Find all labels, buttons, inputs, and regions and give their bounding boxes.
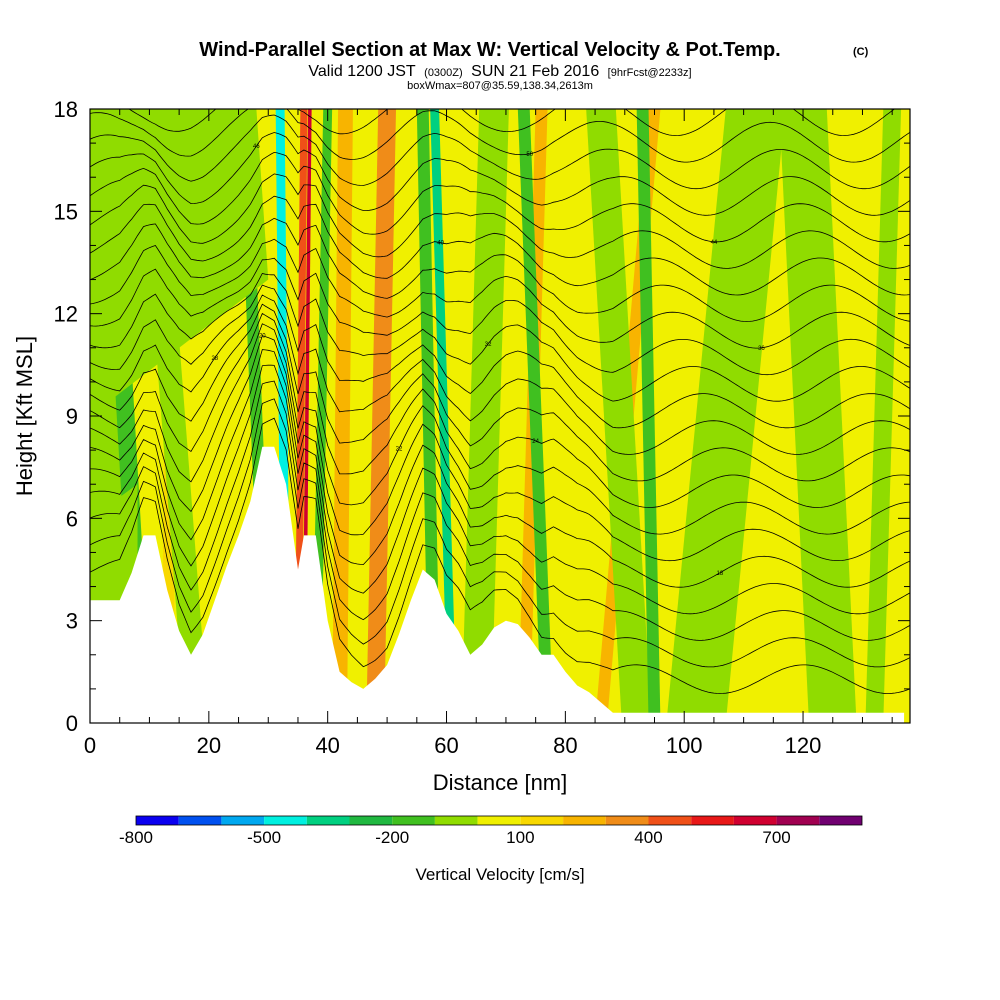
colorbar-swatch bbox=[520, 816, 564, 825]
y-tick-label: 3 bbox=[66, 609, 78, 634]
contour-line bbox=[90, 380, 910, 641]
y-tick-label: 0 bbox=[66, 711, 78, 736]
colorbar-swatch bbox=[306, 816, 350, 825]
velocity-band bbox=[366, 109, 397, 723]
y-tick-label: 18 bbox=[54, 97, 78, 122]
contour-line bbox=[90, 323, 910, 535]
colorbar: -800 -500 -200 100 400 700 bbox=[119, 815, 863, 847]
contour-label: 40 bbox=[437, 241, 444, 247]
contour-label: 32 bbox=[485, 342, 492, 348]
colorbar-swatch bbox=[136, 816, 179, 825]
subtitle-utc: (0300Z) bbox=[424, 67, 463, 79]
velocity-band bbox=[666, 109, 786, 723]
contour-line bbox=[90, 398, 910, 668]
y-tick-label: 12 bbox=[54, 302, 78, 327]
contour-line bbox=[90, 364, 910, 615]
colorbar-swatch bbox=[691, 816, 734, 825]
contour-label: 36 bbox=[758, 346, 765, 352]
contour-line bbox=[90, 257, 910, 376]
contour-label: 44 bbox=[711, 240, 718, 246]
velocity-band bbox=[416, 109, 441, 723]
contour-label: 22 bbox=[396, 447, 403, 453]
contour-line bbox=[90, 335, 910, 562]
x-tick-label: 0 bbox=[84, 733, 96, 758]
colorbar-swatch bbox=[178, 816, 222, 825]
colorbar-swatch bbox=[221, 816, 265, 825]
y-tick-label: 15 bbox=[54, 199, 78, 224]
contour-line bbox=[90, 114, 910, 190]
contour-line bbox=[90, 195, 910, 296]
colorbar-swatch bbox=[776, 816, 820, 825]
x-tick-label: 100 bbox=[666, 733, 703, 758]
contour-line bbox=[90, 132, 910, 216]
contour-line bbox=[128, 109, 896, 137]
copyright-mark: (C) bbox=[853, 46, 869, 58]
contour-line bbox=[90, 284, 910, 429]
colorbar-tick-label: 100 bbox=[506, 828, 534, 847]
velocity-band bbox=[586, 109, 652, 723]
terrain-mask bbox=[90, 446, 905, 723]
subtitle-fcst: [9hrFcst@2233z] bbox=[608, 67, 692, 79]
colorbar-swatch bbox=[349, 816, 393, 825]
contour-line bbox=[90, 217, 910, 322]
contour-line bbox=[90, 109, 910, 163]
contour-line bbox=[90, 303, 910, 482]
velocity-band bbox=[865, 109, 902, 723]
colorbar-tick-label: -800 bbox=[119, 828, 153, 847]
colorbar-swatch bbox=[392, 816, 435, 825]
velocity-band bbox=[461, 109, 509, 723]
contour-label: 24 bbox=[532, 439, 539, 445]
colorbar-tick-label: -200 bbox=[375, 828, 409, 847]
colorbar-label: Vertical Velocity [cm/s] bbox=[415, 865, 584, 884]
x-axis: 0 20 40 60 80 100 120 bbox=[84, 109, 893, 758]
y-axis-label: Height [Kft MSL] bbox=[12, 336, 37, 496]
y-tick-label: 6 bbox=[66, 506, 78, 531]
contour-label: 50 bbox=[526, 152, 533, 158]
contour-line bbox=[90, 417, 910, 694]
colorbar-swatch bbox=[477, 816, 521, 825]
contour-line bbox=[90, 294, 910, 455]
subtitle-box: boxWmax=807@35.59,138.34,2613m bbox=[407, 80, 593, 92]
x-tick-label: 120 bbox=[785, 733, 822, 758]
colorbar-frame bbox=[135, 815, 863, 826]
pot-temp-contours: 18 20 22 24 28 32 36 40 44 46 50 bbox=[90, 109, 910, 694]
subtitle-valid: Valid 1200 JST bbox=[308, 63, 416, 80]
colorbar-swatch bbox=[648, 816, 692, 825]
velocity-band bbox=[636, 109, 661, 723]
colorbar-swatch bbox=[733, 816, 777, 825]
x-tick-label: 20 bbox=[197, 733, 221, 758]
contour-label: 46 bbox=[253, 144, 260, 150]
colorbar-tick-label: 400 bbox=[634, 828, 662, 847]
contour-line bbox=[90, 273, 910, 402]
velocity-band bbox=[779, 109, 857, 723]
x-axis-label: Distance [nm] bbox=[433, 770, 568, 795]
contour-label: 20 bbox=[259, 334, 266, 340]
contour-line bbox=[90, 238, 910, 349]
colorbar-swatch bbox=[605, 816, 649, 825]
colorbar-tick-label: 700 bbox=[762, 828, 790, 847]
x-tick-label: 60 bbox=[434, 733, 458, 758]
colorbar-tick-label: -500 bbox=[247, 828, 281, 847]
contour-line bbox=[90, 151, 910, 243]
colorbar-swatch bbox=[264, 816, 307, 825]
colorbar-swatch bbox=[434, 816, 478, 825]
subtitle-date: SUN 21 Feb 2016 bbox=[471, 63, 599, 80]
contour-label: 28 bbox=[211, 356, 218, 362]
contour-label: 18 bbox=[717, 571, 724, 577]
colorbar-swatch bbox=[563, 816, 606, 825]
x-tick-label: 40 bbox=[315, 733, 339, 758]
y-tick-label: 9 bbox=[66, 404, 78, 429]
chart-subtitle: Valid 1200 JST (0300Z) SUN 21 Feb 2016 [… bbox=[308, 63, 691, 80]
velocity-band bbox=[517, 109, 554, 723]
chart-title: Wind-Parallel Section at Max W: Vertical… bbox=[199, 39, 780, 61]
contour-line bbox=[90, 349, 910, 588]
colorbar-swatch bbox=[819, 816, 862, 825]
contour-line bbox=[90, 173, 910, 269]
velocity-band bbox=[430, 109, 457, 723]
contour-line bbox=[90, 312, 910, 508]
x-tick-label: 80 bbox=[553, 733, 577, 758]
